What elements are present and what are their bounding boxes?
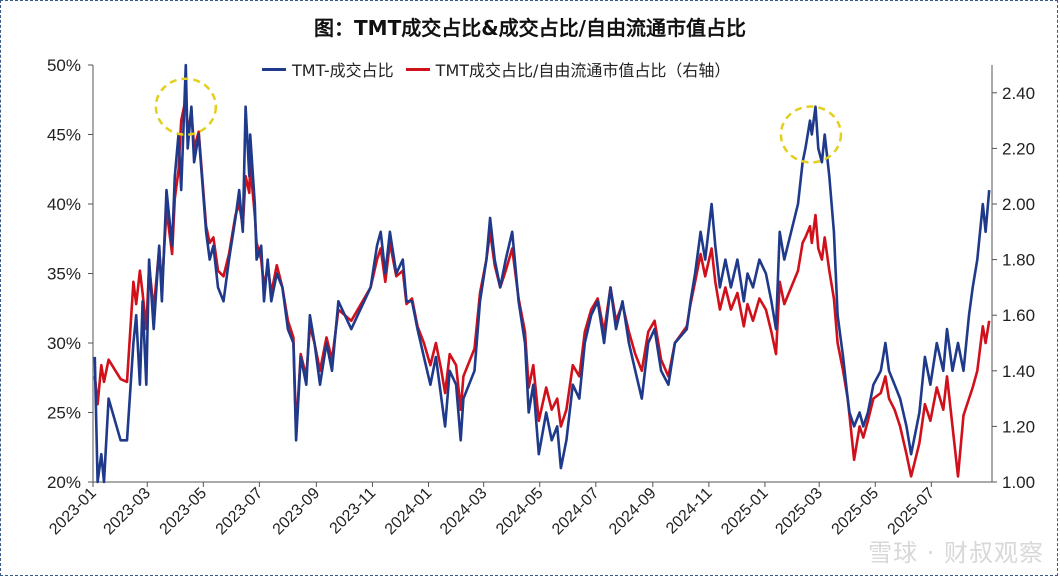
y-left-tick-label: 20% xyxy=(47,473,81,492)
y-right-tick-label: 1.60 xyxy=(1002,306,1035,325)
y-right-tick-label: 2.20 xyxy=(1002,139,1035,158)
y-left-tick-label: 45% xyxy=(47,126,81,145)
series-layer xyxy=(93,63,991,484)
legend-swatch-blue xyxy=(262,67,286,71)
x-tick-label: 2024-09 xyxy=(606,485,660,539)
x-tick-label: 2025-03 xyxy=(772,485,826,539)
y-left-tick-label: 40% xyxy=(47,195,81,214)
y-right-tick-label: 1.40 xyxy=(1002,362,1035,381)
y-right-tick-label: 1.80 xyxy=(1002,251,1035,270)
highlight-circle-2 xyxy=(779,105,843,164)
x-tick-label: 2023-09 xyxy=(270,485,324,539)
x-tick-label: 2024-05 xyxy=(493,485,547,539)
chart-title: 图：TMT成交占比&成交占比/自由流通市值占比 xyxy=(314,16,746,40)
legend-item-tmt-share: TMT-成交占比 xyxy=(262,57,394,81)
x-tick-label: 2025-07 xyxy=(885,485,939,539)
legend-label-ratio: TMT成交占比/自由流通市值占比（右轴） xyxy=(435,61,731,80)
x-tick-label: 2024-11 xyxy=(663,485,716,538)
legend-label-tmt-share: TMT-成交占比 xyxy=(292,61,394,80)
y-left-tick-label: 30% xyxy=(47,334,81,353)
legend-swatch-red xyxy=(405,67,430,71)
y-left-tick-label: 35% xyxy=(47,265,81,284)
x-tick-label: 2023-11 xyxy=(327,485,380,538)
series-line-tmt-share xyxy=(93,63,991,484)
legend-item-ratio: TMT成交占比/自由流通市值占比（右轴） xyxy=(405,57,731,81)
x-tick-label: 2023-07 xyxy=(213,485,267,539)
y-right-tick-label: 2.00 xyxy=(1002,195,1035,214)
axes: 20% 25% 30% 35% 40% 45% 50% 1.00 1.20 1.40 1.60 1.8… xyxy=(46,56,1035,538)
y-left-tick-label: 50% xyxy=(47,56,81,75)
x-tick-label: 2024-01 xyxy=(382,485,436,539)
x-tick-label: 2024-07 xyxy=(549,485,603,539)
annotation-layer xyxy=(154,77,843,164)
x-tick-label: 2025-01 xyxy=(718,485,772,539)
x-tick-label: 2025-05 xyxy=(829,485,883,539)
highlight-circle-1 xyxy=(154,77,218,136)
x-tick-label: 2023-03 xyxy=(101,485,155,539)
series-line-ratio xyxy=(93,97,991,478)
x-tick-label: 2023-01 xyxy=(46,485,100,539)
y-right-tick-label: 1.00 xyxy=(1002,473,1035,492)
y-right-tick-label: 2.40 xyxy=(1002,84,1035,103)
x-tick-label: 2023-05 xyxy=(157,485,211,539)
y-left-tick-label: 25% xyxy=(47,404,81,423)
x-tick-label: 2024-03 xyxy=(437,485,491,539)
y-right-tick-label: 1.20 xyxy=(1002,417,1035,436)
chart-legend: TMT-成交占比 TMT成交占比/自由流通市值占比（右轴） xyxy=(262,58,742,80)
watermark: 雪球 · 财叔观察 xyxy=(868,539,1044,567)
